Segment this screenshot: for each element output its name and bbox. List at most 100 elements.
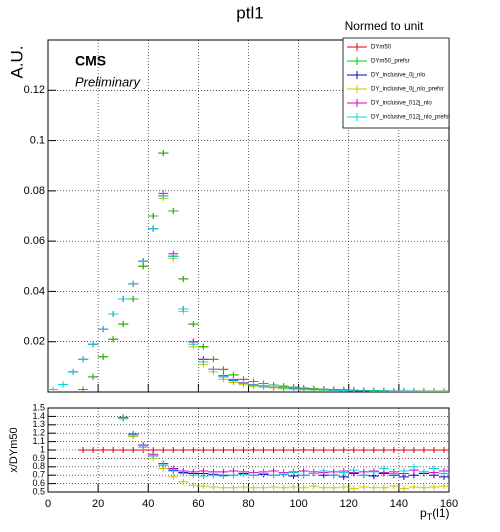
data-point [128, 295, 139, 302]
data-point [368, 447, 379, 453]
data-point [418, 468, 429, 475]
data-point [368, 468, 379, 475]
data-point [408, 472, 419, 479]
x-tick-label: 60 [192, 498, 204, 510]
data-point [188, 447, 199, 453]
data-point [318, 484, 329, 491]
data-point [78, 386, 89, 392]
data-point [168, 447, 179, 453]
data-point [388, 470, 399, 477]
data-point [198, 343, 209, 350]
y-tick-label: 1 [40, 444, 45, 454]
data-point [318, 468, 329, 474]
data-point [208, 447, 219, 453]
data-point [378, 484, 389, 491]
annotation: Preliminary [75, 74, 142, 89]
data-point [278, 384, 289, 391]
data-point [268, 483, 279, 490]
data-point [248, 447, 259, 453]
y-tick-label: 0.7 [32, 470, 45, 480]
data-point [338, 469, 349, 476]
x-tick-label: 0 [45, 498, 51, 510]
data-point [398, 388, 409, 392]
data-point [228, 484, 239, 491]
legend-box [342, 37, 450, 129]
data-point [148, 225, 159, 232]
data-point [218, 484, 229, 491]
data-point [428, 447, 439, 453]
data-point [178, 306, 189, 313]
x-tick-label: 40 [142, 498, 154, 510]
y-tick-label: 0.08 [24, 185, 45, 197]
data-point [228, 377, 239, 384]
data-point [418, 484, 429, 491]
data-point [208, 366, 219, 373]
data-point [268, 384, 279, 391]
data-point [408, 483, 419, 490]
data-point [138, 263, 149, 270]
annotation: CMS [75, 53, 106, 69]
data-point [168, 468, 179, 474]
data-point [348, 485, 359, 492]
data-point [198, 483, 209, 490]
x-label-part: (l1) [432, 506, 449, 520]
legend-marker [347, 43, 367, 51]
y-tick-label: 0.02 [24, 336, 45, 348]
data-point [158, 150, 169, 157]
data-point [218, 373, 229, 380]
data-point [198, 473, 209, 480]
data-point [288, 447, 299, 453]
data-point [338, 387, 349, 392]
x-tick-label: 100 [289, 498, 307, 510]
data-point [398, 468, 409, 474]
data-point [308, 470, 319, 477]
x-tick-label: 160 [440, 498, 458, 510]
data-point [88, 373, 99, 380]
data-point [148, 452, 159, 459]
data-point [288, 483, 299, 490]
data-point [258, 382, 269, 389]
data-point [358, 472, 369, 479]
data-point [248, 484, 259, 491]
data-point [388, 483, 399, 490]
data-point [338, 483, 349, 490]
data-point [428, 388, 439, 392]
data-point [188, 341, 199, 348]
data-point [128, 447, 139, 453]
y-tick-label: 0.06 [24, 235, 45, 247]
data-point [178, 478, 189, 485]
data-point [108, 311, 119, 318]
data-point [408, 447, 419, 453]
data-point [238, 380, 249, 387]
data-point [78, 447, 89, 453]
data-point [208, 483, 219, 490]
legend-marker [347, 99, 367, 107]
data-point [108, 447, 119, 453]
data-point [118, 415, 129, 422]
data-point [118, 321, 129, 328]
y-tick-label: 0.04 [24, 285, 45, 297]
data-point [258, 484, 269, 491]
data-point [268, 472, 279, 479]
data-point [418, 447, 429, 453]
data-point [378, 387, 389, 392]
data-point [338, 447, 349, 453]
data-point [348, 387, 359, 392]
data-point [428, 465, 439, 472]
data-point [438, 483, 449, 490]
x-tick-label: 140 [390, 498, 408, 510]
data-point [58, 381, 69, 388]
data-point [298, 447, 309, 453]
data-point [438, 388, 449, 392]
data-point [158, 462, 169, 469]
data-point [238, 483, 249, 490]
data-point [298, 484, 309, 491]
data-point [268, 447, 279, 453]
data-point [388, 447, 399, 453]
y-tick-label: 0.5 [32, 486, 45, 496]
data-point [138, 258, 149, 265]
data-point [238, 471, 249, 478]
data-point [308, 386, 319, 392]
x-tick-label: 20 [92, 498, 104, 510]
